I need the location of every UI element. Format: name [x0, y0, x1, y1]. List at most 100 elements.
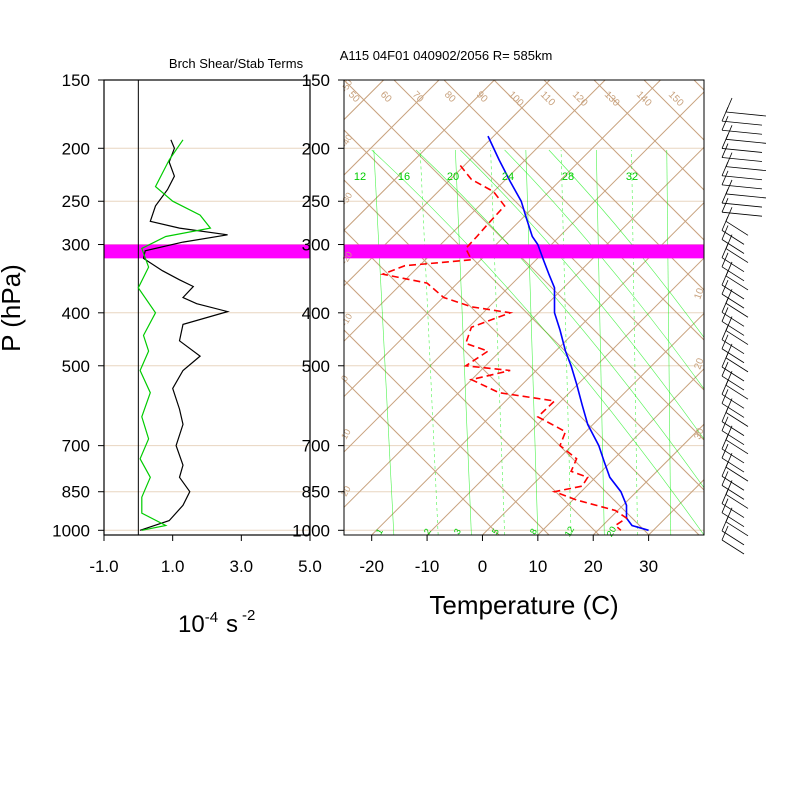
dry-adiabat-line — [344, 279, 600, 535]
x-unit-base: 10 — [178, 611, 205, 638]
temperature-x-tick-label: 20 — [584, 557, 603, 576]
isotherm-line — [344, 80, 661, 398]
wind-barb — [721, 307, 745, 336]
isotherm-label: 10 — [339, 427, 353, 441]
moist-adiabat-line — [371, 149, 704, 535]
wind-barb — [721, 325, 745, 354]
wind-barb — [721, 407, 745, 436]
theta-e-label: 12 — [354, 171, 366, 183]
wind-barb — [721, 270, 745, 300]
wind-barb — [721, 143, 763, 162]
dry-adiabat-line — [344, 129, 704, 491]
mixing-ratio-line — [596, 149, 605, 535]
mixing-ratio-line — [525, 149, 539, 535]
dry-adiabat-line — [344, 379, 500, 535]
moist-adiabat-line — [504, 149, 704, 390]
side-scale-label: 10 — [692, 286, 706, 301]
wind-barb — [721, 279, 745, 309]
temperature-profile-line — [487, 135, 649, 532]
right-y-tick-label: 1000 — [292, 521, 330, 540]
wind-barb — [721, 188, 763, 208]
left-y-tick-label: 700 — [62, 437, 90, 456]
temperature-x-tick-label: -20 — [359, 557, 384, 576]
wind-barb — [721, 298, 745, 327]
wind-barb — [721, 516, 745, 546]
left-x-axis-label: 10-4 s -2 — [178, 607, 255, 638]
theta-e-label: 28 — [562, 171, 574, 183]
left-x-tick-label: 3.0 — [230, 557, 254, 576]
left-y-tick-label: 250 — [62, 192, 90, 211]
wind-barb — [721, 216, 745, 245]
temperature-x-tick-label: 30 — [639, 557, 658, 576]
isotherm-line — [344, 80, 551, 287]
dry-adiabat-line — [493, 80, 704, 291]
mixing-ratio-line — [631, 149, 638, 535]
wind-barb — [721, 116, 763, 135]
left-plot-frame — [103, 79, 311, 536]
tropopause-highlight-band — [104, 244, 310, 259]
wind-barb — [721, 134, 763, 153]
wind-barb — [721, 443, 745, 473]
temperature-x-tick-label: 10 — [528, 557, 547, 576]
wind-barb — [721, 198, 763, 217]
right-y-tick-label: 250 — [302, 192, 330, 211]
left-x-tick-label: -1.0 — [89, 557, 118, 576]
isotherm-line — [371, 201, 704, 535]
dewpoint-profile-line — [379, 165, 628, 531]
dry-adiabat-line — [593, 80, 704, 191]
isotherm-line — [344, 80, 606, 342]
left-y-axis-label: P (hPa) — [0, 264, 26, 352]
mixing-ratio-label: 3 — [452, 527, 463, 536]
wind-barb — [721, 243, 745, 273]
theta-e-label: 32 — [626, 171, 638, 183]
wind-barb — [721, 352, 745, 382]
isotherm-label: 20 — [339, 484, 353, 498]
mixing-ratio-label: 5 — [490, 527, 501, 536]
wind-barb — [721, 170, 763, 190]
wind-barb — [721, 252, 745, 282]
left-panel-title: Brch Shear/Stab Terms — [169, 56, 304, 71]
mixing-ratio-line — [666, 149, 672, 535]
mixing-ratio-line — [560, 149, 572, 535]
left-y-tick-label: 500 — [62, 357, 90, 376]
moist-adiabat-line — [548, 149, 704, 338]
dry-adiabat-line — [393, 80, 704, 391]
dry-adiabat-line — [344, 179, 700, 535]
isotherm-line — [426, 257, 704, 535]
wind-barb — [721, 462, 745, 491]
shear-stability-panel: 150 200 250 300 400 500 700 850 1000 -1.0 1.0 3.0 5… — [0, 71, 322, 638]
left-y-tick-label: 400 — [62, 304, 90, 323]
shear-term-line — [139, 139, 230, 531]
left-y-tick-label: 300 — [62, 236, 90, 255]
wind-barb — [721, 161, 763, 181]
left-x-tick-label: 1.0 — [161, 557, 185, 576]
wind-barb-column — [721, 97, 767, 555]
theta-e-label: 16 — [398, 171, 410, 183]
wind-barb — [721, 334, 745, 364]
isotherm-label: 0 — [339, 374, 350, 383]
temperature-axis-label: Temperature (C) — [429, 590, 618, 620]
right-y-tick-label: 150 — [302, 71, 330, 90]
right-y-tick-label: 400 — [302, 304, 330, 323]
dry-adiabat-line — [344, 229, 650, 535]
stability-term-line — [137, 139, 212, 531]
right-y-tick-label: 700 — [302, 437, 330, 456]
wind-barb — [721, 525, 745, 555]
right-y-tick-label: 200 — [302, 139, 330, 158]
left-x-tick-label: 5.0 — [298, 557, 322, 576]
mixing-ratio-line — [490, 149, 505, 535]
tropopause-highlight-band-right — [344, 244, 704, 259]
isotherm-line — [344, 146, 704, 509]
side-scale-label: 30 — [692, 426, 706, 441]
wind-barb — [721, 225, 745, 254]
x-unit-symbol: s — [226, 611, 238, 638]
left-y-tick-label: 200 — [62, 139, 90, 158]
right-plot-frame — [343, 79, 705, 536]
temperature-x-tick-label: 0 — [478, 557, 487, 576]
mixing-ratio-label: 2 — [422, 527, 433, 536]
right-panel-title: A115 04F01 040902/2056 R= 585km — [340, 48, 553, 63]
wind-barb — [721, 380, 745, 409]
side-scale-label: 20 — [692, 356, 706, 371]
mixing-ratio-line — [373, 149, 395, 535]
